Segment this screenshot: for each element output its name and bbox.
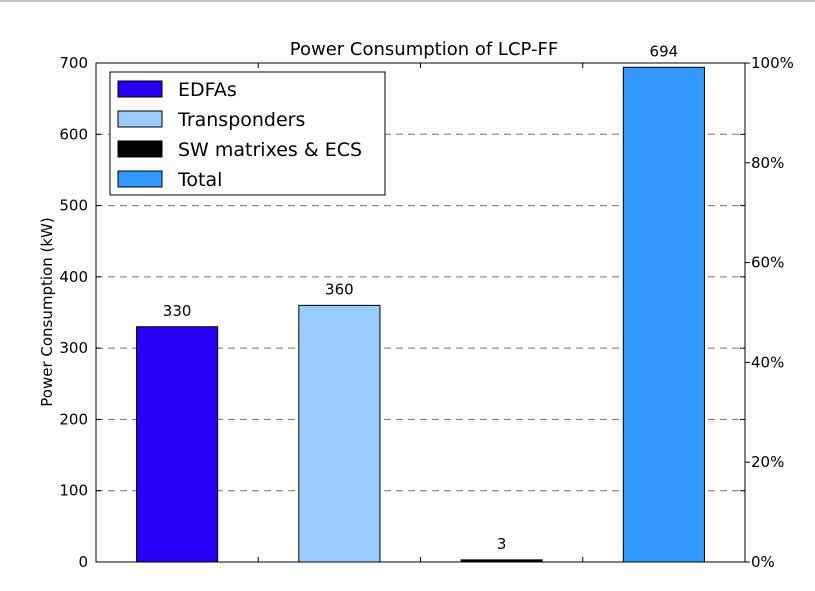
top-divider (0, 0, 815, 2)
y-axis-label: Power Consumption (kW) (38, 217, 56, 406)
bar-edfas (136, 326, 219, 563)
chart-title: Power Consumption of LCP-FF (290, 39, 558, 60)
legend-entries: EDFAs Transponders SW matrixes & ECS Total (117, 79, 362, 191)
bars (136, 66, 705, 563)
bar-value-label: 360 (325, 280, 354, 298)
y-tick-label: 500 (59, 197, 88, 215)
y2-tick-label: 60% (751, 254, 784, 272)
y-tick-label: 700 (59, 54, 88, 72)
y2-tick-label: 80% (751, 154, 784, 172)
bar-value-label: 3 (497, 535, 507, 553)
y-tick-label: 600 (59, 125, 88, 143)
y-tick-label: 400 (59, 268, 88, 286)
legend-label: EDFAs (178, 79, 237, 101)
legend-label: SW matrixes & ECS (178, 139, 362, 161)
bar-total (622, 66, 705, 563)
y2-tick-label: 40% (751, 353, 784, 371)
y-tick-label: 200 (59, 410, 88, 428)
y2-tick-label: 0% (751, 553, 775, 571)
y2-tick-label: 20% (751, 453, 784, 471)
y2-tick-label: 100% (751, 54, 794, 72)
legend: EDFAs Transponders SW matrixes & ECS Total (109, 71, 386, 196)
legend-swatch (117, 80, 163, 98)
y-tick-label: 100 (59, 482, 88, 500)
y-tick-label: 0 (78, 553, 88, 571)
left-axis: 0 100 200 300 400 500 600 700 (59, 54, 745, 571)
bar-transponders (298, 304, 381, 563)
legend-label: Transponders (177, 109, 305, 131)
right-axis: 0% 20% 40% 60% 80% 100% (745, 54, 794, 571)
legend-swatch (117, 170, 163, 188)
y-tick-label: 300 (59, 339, 88, 357)
data-labels: 330 360 3 694 (163, 42, 678, 553)
legend-swatch (117, 140, 163, 158)
legend-label: Total (177, 169, 222, 191)
x-axis (257, 63, 584, 562)
bar-value-label: 694 (650, 42, 679, 60)
legend-swatch (117, 110, 163, 128)
bar-value-label: 330 (163, 302, 192, 320)
